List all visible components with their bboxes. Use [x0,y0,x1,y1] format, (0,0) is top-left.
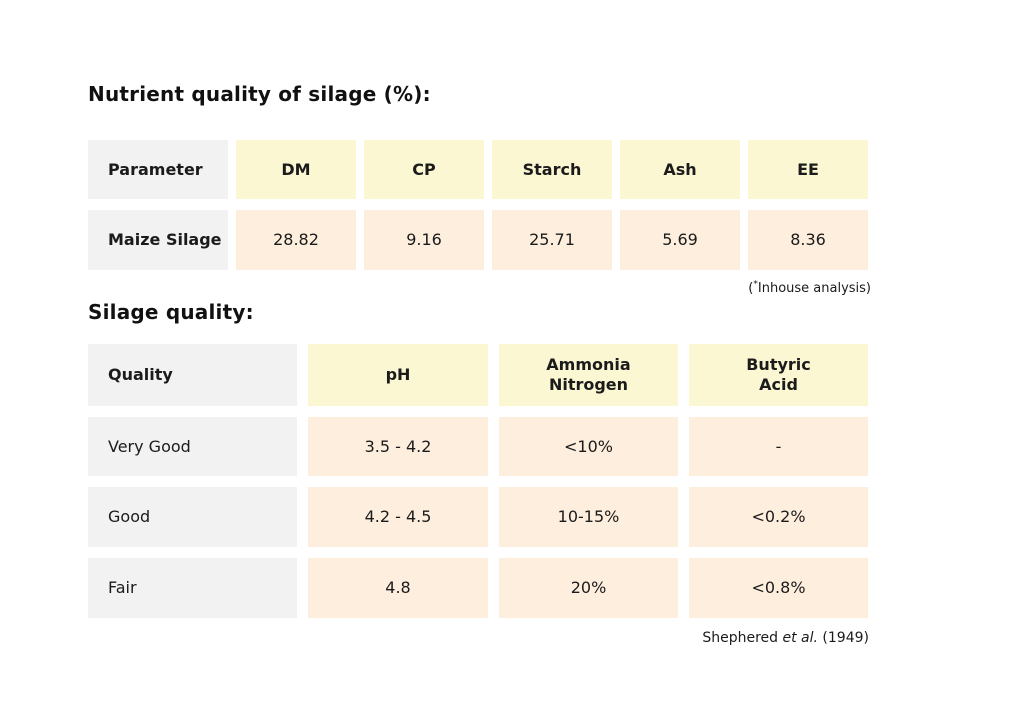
quality-value-ammonia-good: 10-15% [499,487,678,547]
quality-header-ammonia: Ammonia Nitrogen [499,344,678,406]
citation-et-al: et al. [782,630,818,646]
quality-value-butyric-very-good: - [689,417,868,476]
footnote-open: ( [748,281,754,296]
nutrient-header-ash: Ash [620,140,740,199]
nutrient-header-parameter: Parameter [88,140,228,199]
quality-value-ph-fair: 4.8 [308,558,488,618]
quality-table-title: Silage quality: [88,300,254,324]
nutrient-table: Parameter DM CP Starch Ash EE Maize Sila… [88,140,868,270]
nutrient-header-ee: EE [748,140,868,199]
footnote-asterisk: * [753,279,758,290]
quality-row-label-fair: Fair [88,558,297,618]
quality-value-butyric-good: <0.2% [689,487,868,547]
quality-value-ph-very-good: 3.5 - 4.2 [308,417,488,476]
nutrient-header-starch: Starch [492,140,612,199]
nutrient-table-title: Nutrient quality of silage (%): [88,82,431,106]
nutrient-value-cp: 9.16 [364,210,484,270]
quality-header-ph: pH [308,344,488,406]
inhouse-analysis-footnote: (*Inhouse analysis) [748,279,871,296]
nutrient-row-label: Maize Silage [88,210,228,270]
nutrient-value-starch: 25.71 [492,210,612,270]
quality-value-ammonia-fair: 20% [499,558,678,618]
quality-header-quality: Quality [88,344,297,406]
citation-year: (1949) [817,630,869,646]
nutrient-value-ee: 8.36 [748,210,868,270]
quality-value-ammonia-very-good: <10% [499,417,678,476]
nutrient-value-dm: 28.82 [236,210,356,270]
quality-header-butyric: Butyric Acid [689,344,868,406]
quality-value-butyric-fair: <0.8% [689,558,868,618]
quality-value-ph-good: 4.2 - 4.5 [308,487,488,547]
quality-table: Quality pH Ammonia Nitrogen Butyric Acid… [88,344,868,618]
nutrient-header-cp: CP [364,140,484,199]
citation-author: Shephered [702,630,783,646]
nutrient-value-ash: 5.69 [620,210,740,270]
quality-row-label-good: Good [88,487,297,547]
citation: Shephered et al. (1949) [702,630,869,646]
footnote-text: Inhouse analysis) [757,281,871,296]
nutrient-header-dm: DM [236,140,356,199]
quality-row-label-very-good: Very Good [88,417,297,476]
